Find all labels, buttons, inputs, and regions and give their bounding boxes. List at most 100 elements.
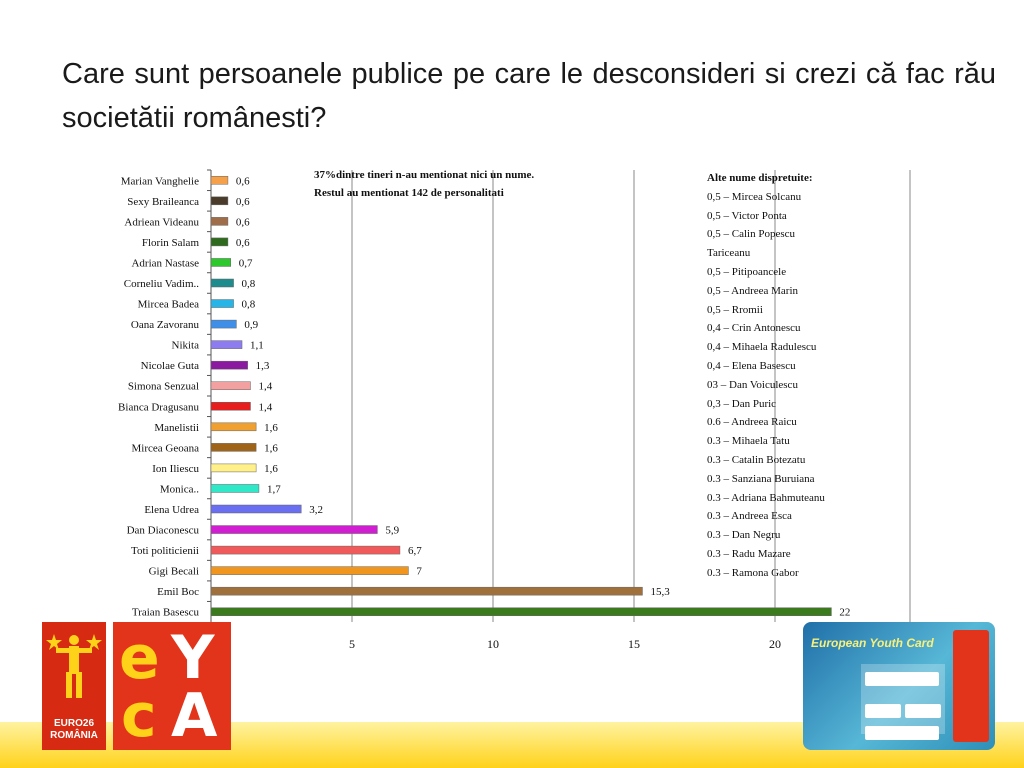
category-label: Dan Diaconescu <box>127 525 200 537</box>
bar <box>210 443 257 452</box>
euro26-label: EURO26 <box>53 718 94 729</box>
value-label: 3,2 <box>309 504 323 516</box>
value-label: 1,6 <box>264 442 278 454</box>
card-field <box>865 704 901 718</box>
chart-note-1: 37%dintre tineri n-au mentionat nici un … <box>314 169 535 181</box>
bar <box>210 176 229 185</box>
category-label: Simona Senzual <box>128 381 199 393</box>
value-label: 0,9 <box>244 319 258 331</box>
bar <box>210 525 378 534</box>
category-label: Elena Udrea <box>144 504 199 516</box>
value-label: 1,6 <box>264 463 278 475</box>
other-name-item: 0.3 – Mihaela Tatu <box>707 435 790 448</box>
value-label: 22 <box>839 607 850 619</box>
eyca-letter-c: c <box>121 681 157 751</box>
other-name-item: 0,4 – Mihaela Radulescu <box>707 341 817 354</box>
value-label: 1,4 <box>258 381 272 393</box>
category-label: Nicolae Guta <box>141 360 199 372</box>
other-name-item: 03 – Dan Voiculescu <box>707 378 798 391</box>
eyca-letter-y: Y <box>171 623 215 693</box>
bar <box>210 258 231 267</box>
x-tick-label: 5 <box>349 637 355 651</box>
bar <box>210 607 832 616</box>
other-name-item: 0.3 – Adriana Bahmuteanu <box>707 491 825 504</box>
eyca-letter-e: e <box>119 623 160 693</box>
other-name-item: 0.3 – Dan Negru <box>707 529 781 542</box>
bar <box>210 504 302 514</box>
chart-note-2: Restul au mentionat 142 de personalitati <box>314 187 504 199</box>
other-name-item: 0,4 – Elena Basescu <box>707 359 796 372</box>
value-label: 0,8 <box>242 278 256 290</box>
bar <box>210 319 237 329</box>
bar <box>210 340 243 349</box>
european-youth-card: European Youth Card <box>803 622 995 750</box>
bar <box>210 299 234 308</box>
euro26-logo: EURO26 ROMÂNIA <box>42 622 106 750</box>
x-tick-label: 10 <box>487 637 499 651</box>
value-label: 7 <box>416 566 422 578</box>
euro26-figure-icon <box>46 634 102 698</box>
other-name-item: 0,5 – Andreea Marin <box>707 284 799 297</box>
card-title: European Youth Card <box>811 636 934 650</box>
value-label: 6,7 <box>408 545 422 557</box>
category-label: Traian Basescu <box>132 607 200 619</box>
bar <box>210 196 229 206</box>
eyca-logo: e Y c A <box>113 622 231 750</box>
bar <box>210 484 260 493</box>
other-names-heading: Alte nume dispretuite: <box>707 172 813 184</box>
other-name-item: 0,5 – Rromii <box>707 303 763 316</box>
value-label: 0,8 <box>242 299 256 311</box>
value-label: 1,7 <box>267 483 281 495</box>
category-label: Bianca Dragusanu <box>118 401 199 413</box>
bar <box>210 360 248 370</box>
category-label: Corneliu Vadim.. <box>124 278 200 290</box>
other-name-item: 0,3 – Dan Puric <box>707 397 777 410</box>
other-name-item: 0.3 – Sanziana Buruiana <box>707 472 815 485</box>
other-name-item: 0.6 – Andreea Raicu <box>707 416 797 429</box>
bar <box>210 586 643 596</box>
bar <box>210 545 401 555</box>
value-label: 0,6 <box>236 175 250 187</box>
x-tick-label: 15 <box>628 637 640 651</box>
bar-chart: Marian Vanghelie 0,6 Sexy Braileanca 0,6 Adr… <box>0 160 1024 660</box>
other-name-item: 0,5 – Mircea Solcanu <box>707 190 802 203</box>
other-name-item: 0.3 – Andreea Esca <box>707 510 792 523</box>
romania-label: ROMÂNIA <box>50 730 98 741</box>
value-label: 15,3 <box>650 586 670 598</box>
category-label: Emil Boc <box>157 586 199 598</box>
value-label: 1,3 <box>256 360 270 372</box>
value-label: 1,1 <box>250 340 264 352</box>
other-name-item: 0.3 – Catalin Botezatu <box>707 453 806 466</box>
eyca-letter-a: A <box>171 681 218 751</box>
value-label: 1,4 <box>258 401 272 413</box>
bar <box>210 402 251 411</box>
card-field <box>865 672 939 686</box>
category-label: Adriean Videanu <box>124 216 199 228</box>
bar-chart-svg: Marian Vanghelie 0,6 Sexy Braileanca 0,6 Adr… <box>118 169 911 651</box>
value-label: 1,6 <box>264 422 278 434</box>
category-label: Toti politicienii <box>131 545 199 557</box>
category-label: Sexy Braileanca <box>127 196 199 208</box>
card-field <box>905 704 941 718</box>
category-label: Nikita <box>172 340 200 352</box>
value-label: 0,6 <box>236 216 250 228</box>
card-field <box>865 726 939 740</box>
category-label: Mircea Badea <box>138 299 199 311</box>
bar <box>210 237 229 247</box>
slide-title: Care sunt persoanele publice pe care le … <box>62 58 996 134</box>
value-label: 0,7 <box>239 257 253 269</box>
value-label: 5,9 <box>385 525 399 537</box>
category-label: Manelistii <box>154 422 199 434</box>
category-label: Adrian Nastase <box>131 257 199 269</box>
other-name-item: 0,5 – Victor Ponta <box>707 209 787 222</box>
category-label: Ion Iliescu <box>152 463 199 475</box>
category-label: Mircea Geoana <box>132 442 200 454</box>
value-label: 0,6 <box>236 237 250 249</box>
x-tick-label: 20 <box>769 637 781 651</box>
bar <box>210 566 409 575</box>
bar <box>210 422 257 432</box>
bar <box>210 381 251 390</box>
other-name-item: 0,5 – Calin Popescu <box>707 228 795 241</box>
category-label: Oana Zavoranu <box>131 319 200 331</box>
other-name-item: 0.3 – Ramona Gabor <box>707 566 799 579</box>
